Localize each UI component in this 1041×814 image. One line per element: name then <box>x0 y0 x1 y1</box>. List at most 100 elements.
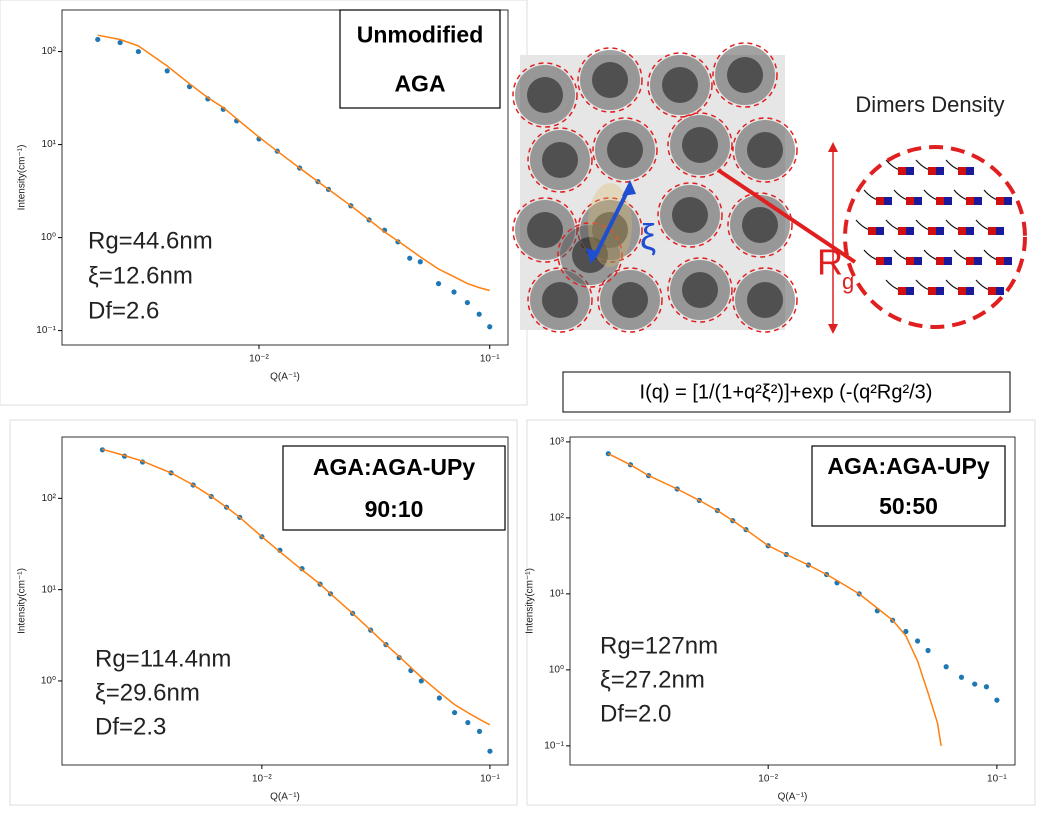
fit-parameter: ξ=12.6nm <box>88 262 193 289</box>
cluster-outline <box>727 192 793 258</box>
y-tick-label: 10⁰ <box>41 232 56 243</box>
cluster-outline <box>512 62 578 128</box>
fit-parameter: Df=2.3 <box>95 713 166 740</box>
polymer-core <box>742 207 778 243</box>
dimer-blue <box>884 197 892 205</box>
data-point <box>117 39 123 46</box>
dimer-red <box>996 197 1004 205</box>
dimer-red <box>928 227 936 235</box>
dimer-red <box>898 287 906 295</box>
fit-line <box>607 453 942 747</box>
x-tick-label: 10⁻² <box>252 774 272 785</box>
data-point <box>983 684 990 690</box>
dimer-red <box>958 227 966 235</box>
data-point <box>436 695 442 701</box>
fit-parameter: Rg=127nm <box>600 632 718 659</box>
x-tick-label: 10⁻¹ <box>987 774 1007 785</box>
cluster-outline <box>647 52 713 118</box>
micelle-outline <box>843 145 1027 329</box>
data-point <box>605 451 611 457</box>
cluster-outline <box>667 257 733 323</box>
data-point <box>925 647 931 654</box>
data-point <box>914 638 921 644</box>
dimer-blue <box>936 227 944 235</box>
sample-label-box <box>811 445 1006 527</box>
formula: I(q) = [1/(1+q²ξ²)]+exp (-(q²Rg²/3) <box>640 381 933 403</box>
dimer-blue <box>1004 257 1012 265</box>
xi-arrow <box>592 185 632 259</box>
formula-box <box>562 371 1011 413</box>
sample-label: 90:10 <box>365 496 424 522</box>
y-tick-label: 10¹ <box>550 589 565 600</box>
arrow-head <box>622 180 636 196</box>
y-tick-label: 10¹ <box>42 584 57 595</box>
gel-diagram <box>512 42 1027 334</box>
dimer-red <box>868 227 876 235</box>
data-point <box>972 681 978 687</box>
dimer-red <box>898 167 906 175</box>
polymer-core <box>672 197 708 233</box>
sample-label: AGA <box>394 71 445 97</box>
dimer-red <box>906 257 914 265</box>
fit-parameter: Df=2.0 <box>600 700 671 727</box>
y-tick-label: 10⁻¹ <box>544 741 564 752</box>
dimer-blue <box>906 227 914 235</box>
sample-label: Unmodified <box>357 22 484 48</box>
dimer-red <box>988 227 996 235</box>
cluster-outline <box>597 267 663 333</box>
fit-parameter: Rg=44.6nm <box>88 227 213 254</box>
data-point <box>487 324 493 330</box>
diagram-title: Dimers Density <box>855 92 1004 117</box>
arrow-head <box>828 142 838 152</box>
sample-label: AGA:AGA-UPy <box>313 454 475 480</box>
dimer-blue <box>936 167 944 175</box>
polymer-core <box>682 272 718 308</box>
polymer-core <box>527 212 563 248</box>
dimer-red <box>876 257 884 265</box>
polymer-core <box>612 282 648 318</box>
dimer-red <box>958 167 966 175</box>
plot-area <box>569 436 1016 766</box>
data-point <box>417 259 423 265</box>
xi-symbol: ξ <box>640 217 656 258</box>
arrow-head <box>586 248 600 264</box>
polymer-core <box>727 57 763 93</box>
data-point <box>407 255 413 261</box>
y-tick-label: 10¹ <box>42 139 57 150</box>
pointer <box>716 168 857 264</box>
data-point <box>435 281 442 287</box>
sample-label-box <box>282 445 506 531</box>
dimer-blue <box>944 257 952 265</box>
fit-parameter: Rg=114.4nm <box>95 645 231 672</box>
dimer-blue <box>1004 197 1012 205</box>
dimer-blue <box>966 227 974 235</box>
dimer-red <box>996 257 1004 265</box>
data-point <box>958 674 965 680</box>
data-point <box>135 48 141 55</box>
y-tick-label: 10² <box>550 513 565 524</box>
dimer-blue <box>966 167 974 175</box>
dimer-red <box>966 197 974 205</box>
data-point <box>418 678 424 684</box>
polymer-core <box>682 127 718 163</box>
x-axis-label: Q(A⁻¹) <box>270 372 300 383</box>
dimer-blue <box>944 197 952 205</box>
dimer-blue <box>884 257 892 265</box>
dimer-blue <box>914 197 922 205</box>
sample-label: AGA:AGA-UPy <box>827 453 989 479</box>
data-point <box>451 289 457 295</box>
x-tick-label: 10⁻² <box>758 774 778 785</box>
y-axis-label: Intensity(cm⁻¹) <box>17 145 28 211</box>
plot-area <box>61 436 509 766</box>
cluster-outline <box>667 112 733 178</box>
x-tick-label: 10⁻² <box>249 354 269 365</box>
y-axis-label: Intensity(cm⁻¹) <box>17 568 28 634</box>
dimer-blue <box>914 257 922 265</box>
cluster-outline <box>657 182 723 248</box>
rg-subscript: g <box>842 269 854 294</box>
cluster-outline <box>592 117 658 183</box>
dimer-blue <box>996 227 1004 235</box>
cluster-outline <box>527 127 593 193</box>
y-tick-label: 10³ <box>550 437 565 448</box>
polymer-core <box>747 282 783 318</box>
